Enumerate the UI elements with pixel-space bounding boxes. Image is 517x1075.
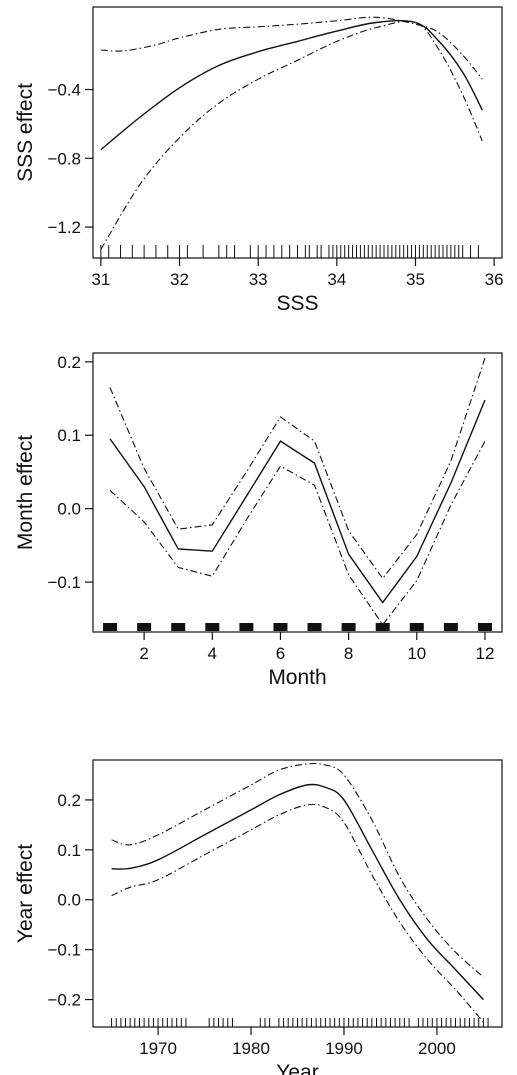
sss-y-axis-title: SSS effect bbox=[14, 83, 37, 182]
year-lower-band-line bbox=[111, 803, 484, 1023]
month-rug-mark bbox=[409, 623, 424, 631]
sss-x-tick-label: 33 bbox=[249, 270, 268, 289]
year-y-tick-label: 0.0 bbox=[57, 891, 81, 910]
year-y-tick-label: −0.2 bbox=[47, 991, 81, 1010]
year-x-tick-label: 1970 bbox=[139, 1039, 177, 1058]
sss-y-tick-label: −1.2 bbox=[47, 218, 81, 237]
month-panel: 2 4 6 8 10 12 −0.1 0.0 0.1 0.2 Month Month effect bbox=[14, 352, 503, 689]
sss-y-tick-label: −0.4 bbox=[47, 81, 81, 100]
year-upper-band-line bbox=[111, 762, 484, 978]
sss-x-tick-label: 35 bbox=[406, 270, 425, 289]
year-x-tick-label: 2000 bbox=[418, 1039, 456, 1058]
year-x-tick-label: 1980 bbox=[232, 1039, 270, 1058]
month-rug-mark bbox=[205, 623, 220, 631]
year-x-tick-label: 1990 bbox=[325, 1039, 363, 1058]
month-x-tick-label: 8 bbox=[344, 644, 353, 663]
year-panel: 1970 1980 1990 2000 −0.2 −0.1 0.0 0.1 0.2 Year Yea… bbox=[14, 759, 503, 1075]
sss-x-tick-label: 36 bbox=[485, 270, 504, 289]
sss-x-axis-title: SSS bbox=[276, 292, 318, 315]
year-x-axis-title: Year bbox=[276, 1061, 318, 1075]
month-y-axis-title: Month effect bbox=[14, 435, 37, 550]
sss-fit-line bbox=[100, 19, 483, 151]
year-y-axis-title: Year effect bbox=[14, 844, 37, 943]
month-y-tick-label: 0.0 bbox=[57, 500, 81, 519]
month-lower-band-line bbox=[109, 440, 486, 626]
month-rug-mark bbox=[137, 623, 152, 631]
sss-y-tick-label: −0.8 bbox=[47, 149, 81, 168]
sss-panel: 31 32 33 34 35 36 −1.2 −0.8 −0.4 SSS SSS effect bbox=[14, 6, 504, 315]
year-y-tick-label: 0.2 bbox=[57, 791, 81, 810]
sss-x-tick-label: 31 bbox=[91, 270, 110, 289]
month-rug-mark bbox=[307, 623, 322, 631]
year-fit-line bbox=[111, 783, 484, 1001]
month-y-tick-label: −0.1 bbox=[47, 573, 81, 592]
month-y-tick-label: 0.2 bbox=[57, 353, 81, 372]
month-rug-mark bbox=[239, 623, 254, 631]
year-y-tick-label: −0.1 bbox=[47, 941, 81, 960]
month-rug-mark bbox=[477, 623, 492, 631]
month-rug-mark bbox=[443, 623, 458, 631]
month-fit-line bbox=[109, 399, 486, 604]
month-rug-mark bbox=[171, 623, 186, 631]
month-x-axis-title: Month bbox=[268, 666, 326, 689]
month-x-tick-label: 4 bbox=[208, 644, 217, 663]
month-x-tick-label: 10 bbox=[407, 644, 426, 663]
month-x-tick-label: 12 bbox=[475, 644, 494, 663]
month-rug-mark bbox=[375, 623, 390, 631]
sss-x-tick-label: 32 bbox=[170, 270, 189, 289]
sss-x-tick-label: 34 bbox=[327, 270, 346, 289]
month-upper-band-line bbox=[109, 357, 486, 580]
year-y-tick-label: 0.1 bbox=[57, 841, 81, 860]
year-plot-frame bbox=[92, 759, 503, 1028]
month-y-tick-label: 0.1 bbox=[57, 426, 81, 445]
sss-upper-band-line bbox=[100, 16, 483, 80]
month-rug-mark bbox=[103, 623, 118, 631]
sss-lower-band-line bbox=[100, 20, 483, 250]
month-rug-mark bbox=[273, 623, 288, 631]
month-x-tick-label: 2 bbox=[139, 644, 148, 663]
month-plot-frame bbox=[92, 352, 503, 633]
month-rug-mark bbox=[341, 623, 356, 631]
month-x-tick-label: 6 bbox=[276, 644, 285, 663]
